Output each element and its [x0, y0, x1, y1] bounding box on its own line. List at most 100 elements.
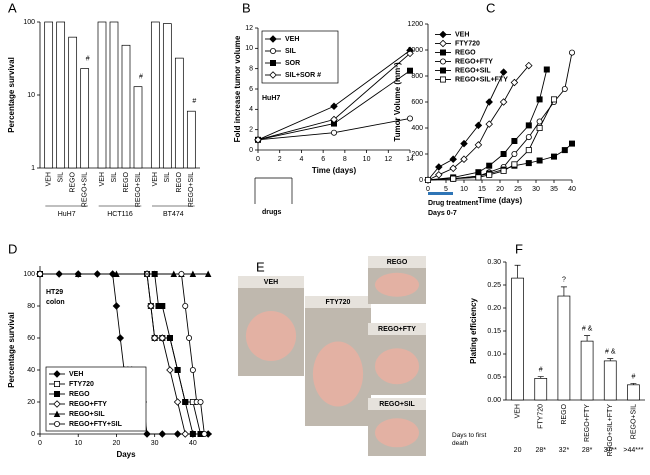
days-value: 20	[514, 447, 522, 454]
series-line	[427, 143, 573, 181]
legend-label: SIL	[285, 48, 297, 55]
annotation: ?	[562, 277, 566, 284]
point	[449, 164, 457, 173]
y-tick-label: 8	[249, 66, 253, 73]
x-tick-label: 30	[151, 440, 159, 447]
point	[449, 155, 457, 163]
point	[525, 61, 533, 70]
y-tick-label: 0	[31, 431, 35, 438]
y-axis-title: Fold increase tumor volume	[233, 35, 242, 142]
legend-label: VEH	[285, 36, 299, 43]
point	[173, 398, 182, 406]
mouse	[374, 272, 420, 297]
point	[186, 334, 193, 341]
x-tick-label: 30	[532, 186, 540, 193]
annotation: #	[192, 98, 196, 105]
bar	[162, 23, 172, 169]
bar-label: SIL	[58, 172, 65, 183]
bar-label: VEH	[46, 172, 53, 186]
point	[158, 334, 167, 342]
x-tick-label: FTY720	[538, 404, 545, 429]
point	[485, 120, 493, 128]
annotation: #	[139, 74, 143, 81]
y-tick-label: 800	[411, 73, 423, 80]
y-tick-label: 0.10	[487, 351, 501, 358]
point	[551, 96, 558, 103]
point	[561, 86, 568, 93]
note: colon	[46, 299, 65, 306]
y-tick-label: 0	[419, 177, 423, 184]
error-bar	[584, 335, 591, 342]
annotation: #	[539, 366, 543, 373]
y-tick-label: 100	[23, 271, 35, 278]
point	[499, 98, 508, 106]
bar	[56, 21, 66, 169]
point	[406, 67, 413, 74]
point	[551, 153, 558, 160]
x-axis-title: Days	[116, 450, 136, 459]
point	[510, 78, 519, 87]
panel-label: E	[256, 259, 265, 274]
y-tick-label: 10	[245, 45, 253, 52]
bar-label: VEH	[99, 172, 106, 186]
legend-label: SOR	[285, 60, 300, 67]
legend-box	[45, 366, 147, 432]
photo-label: VEH	[264, 279, 278, 286]
x-tick-label: 0	[426, 186, 430, 193]
note: HuH7	[262, 95, 280, 102]
point	[201, 430, 208, 437]
y-tick-label: 100	[23, 19, 35, 26]
y-tick-label: 0.30	[487, 259, 501, 266]
bar	[174, 57, 184, 169]
days-value: >44***	[623, 447, 643, 454]
annotation: #	[86, 55, 90, 62]
bar-label: REGO	[123, 171, 130, 192]
note: Days 0-7	[428, 210, 457, 217]
group-label: BT474	[163, 211, 184, 218]
x-tick-label: 0	[38, 440, 42, 447]
error-bar	[560, 286, 567, 297]
legend-label: REGO+SIL	[455, 67, 491, 74]
point	[143, 430, 151, 438]
point	[406, 49, 414, 58]
y-tick-label: 200	[411, 151, 423, 158]
x-axis-title: Time (days)	[312, 166, 357, 175]
photo-label: REGO+FTY	[378, 326, 416, 333]
x-tick-label: 5	[444, 186, 448, 193]
photo-label: FTY720	[326, 299, 351, 306]
point	[158, 430, 167, 438]
y-tick-label: 0	[249, 147, 253, 154]
bar	[97, 21, 107, 169]
x-tick-label: REGO+SIL+FTY	[607, 404, 614, 457]
legend-label: REGO+FTY+SIL	[69, 421, 123, 428]
point	[486, 162, 493, 169]
point	[424, 176, 431, 183]
annotation: # &	[605, 348, 616, 355]
mouse	[374, 348, 420, 385]
annotation: #	[631, 373, 635, 380]
bar	[121, 44, 131, 169]
panel-label: D	[8, 241, 17, 256]
group-label: HCT116	[107, 211, 133, 218]
panel-label: F	[515, 241, 523, 256]
legend-label: REGO+SIL+FTY	[455, 76, 508, 83]
point	[173, 430, 182, 438]
y-tick-label: 0.00	[487, 397, 501, 404]
bar-label: VEH	[152, 172, 159, 186]
x-tick-label: 10	[363, 156, 371, 163]
bar	[186, 110, 196, 169]
point	[536, 157, 543, 164]
y-tick-label: 1	[31, 165, 35, 172]
bar	[534, 378, 548, 401]
point	[475, 174, 482, 181]
legend-marker	[54, 380, 61, 387]
error-bar	[607, 358, 614, 361]
legend-label: REGO	[455, 49, 476, 56]
point	[166, 334, 173, 341]
point	[486, 171, 493, 178]
legend-label: REGO+FTY	[69, 401, 107, 408]
x-tick-label: 40	[189, 440, 197, 447]
point	[112, 302, 121, 310]
y-tick-label: 4	[249, 106, 253, 113]
days-value: 28*	[535, 447, 546, 454]
